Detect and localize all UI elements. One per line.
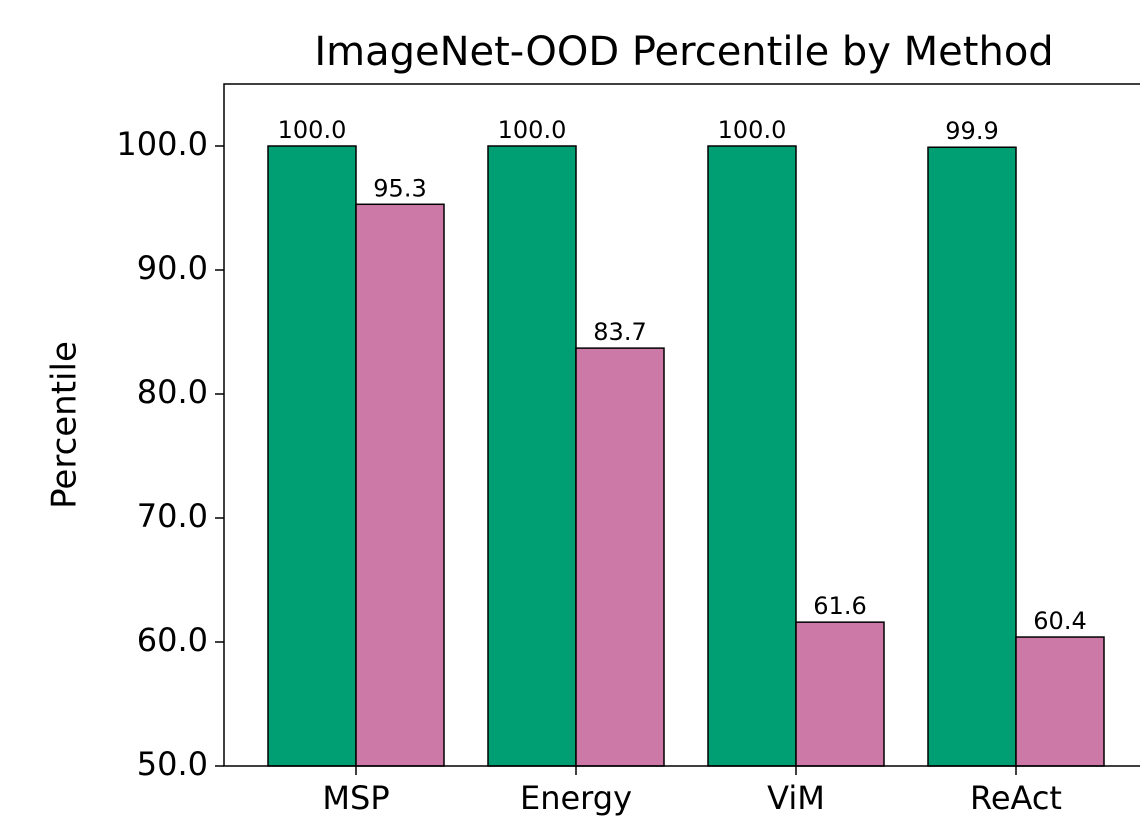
value-label: 100.0 <box>718 116 787 144</box>
x-tick-label: Energy <box>520 779 632 817</box>
value-label: 60.4 <box>1033 607 1086 635</box>
y-tick-label: 100.0 <box>116 125 208 163</box>
plot-frame <box>223 83 1140 767</box>
x-tick-label: ReAct <box>970 779 1062 817</box>
value-label: 61.6 <box>813 592 866 620</box>
y-tick-label: 70.0 <box>137 497 208 535</box>
bar <box>927 146 1017 767</box>
bar <box>575 347 665 767</box>
x-tick-label: ViM <box>767 779 825 817</box>
bar <box>707 145 797 767</box>
value-label: 95.3 <box>373 174 426 202</box>
chart-title: ImageNet-OOD Percentile by Method <box>314 29 1053 75</box>
bar <box>1015 636 1105 767</box>
x-tick-label: MSP <box>322 779 389 817</box>
y-tick-label: 50.0 <box>137 745 208 783</box>
value-label: 99.9 <box>945 117 998 145</box>
bar <box>487 145 577 767</box>
y-tick-label: 90.0 <box>137 249 208 287</box>
value-label: 100.0 <box>498 116 567 144</box>
bar <box>355 203 445 767</box>
y-axis-label: Percentile <box>45 341 85 509</box>
value-label: 100.0 <box>278 116 347 144</box>
y-tick-label: 80.0 <box>137 373 208 411</box>
y-tick-label: 60.0 <box>137 621 208 659</box>
bar <box>795 621 885 767</box>
value-label: 83.7 <box>593 318 646 346</box>
bar <box>267 145 357 767</box>
